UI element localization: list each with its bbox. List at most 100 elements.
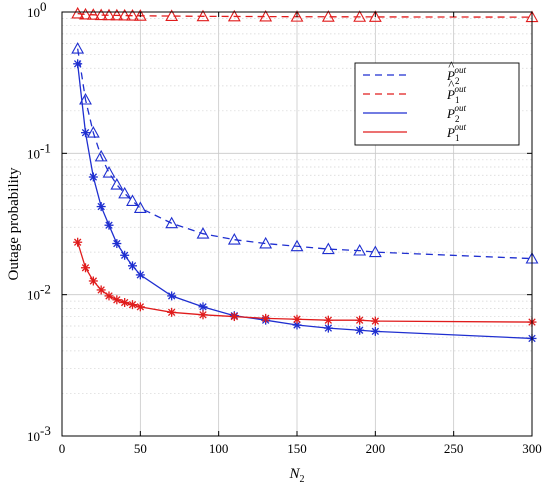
legend-label-main: P bbox=[446, 106, 455, 121]
triangle-marker bbox=[110, 178, 124, 190]
star-marker bbox=[81, 263, 90, 273]
triangle-marker bbox=[94, 149, 108, 162]
legend-label-sub: 1 bbox=[455, 95, 460, 105]
star-marker bbox=[128, 261, 137, 271]
star-marker bbox=[128, 300, 137, 310]
triangle-marker bbox=[79, 7, 92, 20]
series-line bbox=[77, 12, 533, 18]
star-marker bbox=[104, 220, 114, 230]
x-tick-label: 0 bbox=[59, 441, 66, 456]
legend-label: P2out bbox=[446, 103, 466, 124]
star-marker bbox=[96, 285, 106, 295]
star-marker bbox=[229, 312, 239, 322]
x-tick-label: 150 bbox=[287, 441, 307, 456]
triangle-marker bbox=[196, 227, 210, 239]
triangle-marker bbox=[368, 10, 382, 22]
legend-label-main: P bbox=[446, 68, 455, 83]
legend-box bbox=[354, 62, 520, 146]
legend-label: P2out bbox=[446, 65, 466, 86]
x-tick-label: 100 bbox=[209, 441, 229, 456]
y-tick-label: 10 bbox=[27, 5, 40, 20]
x-axis-label-main: N bbox=[288, 466, 300, 482]
series-line bbox=[77, 48, 533, 260]
y-tick-label-exponent: -2 bbox=[40, 282, 51, 297]
legend-label-sub: 2 bbox=[455, 76, 460, 86]
series-1 bbox=[71, 42, 539, 264]
star-marker bbox=[120, 298, 130, 308]
star-marker bbox=[323, 323, 333, 333]
triangle-marker bbox=[86, 8, 100, 20]
x-tick-label: 250 bbox=[444, 441, 464, 456]
triangle-marker bbox=[196, 9, 210, 22]
triangle-marker bbox=[86, 126, 100, 138]
star-marker bbox=[167, 307, 177, 317]
x-axis-label-sub: 2 bbox=[300, 474, 305, 485]
series-4 bbox=[73, 237, 537, 327]
triangle-marker bbox=[353, 10, 367, 22]
star-marker bbox=[355, 325, 365, 335]
triangle-marker bbox=[110, 8, 124, 21]
series-group bbox=[71, 6, 539, 343]
triangle-marker bbox=[133, 201, 147, 214]
legend-label-sup: out bbox=[454, 84, 466, 94]
y-axis-label: Outage probability bbox=[6, 167, 22, 280]
series-line bbox=[77, 63, 533, 340]
legend-label-main: P bbox=[446, 87, 455, 102]
triangle-marker bbox=[227, 233, 241, 245]
x-tick-label: 300 bbox=[522, 441, 542, 456]
legend-label-main: P bbox=[446, 125, 455, 140]
triangle-marker bbox=[94, 8, 108, 21]
star-marker bbox=[112, 295, 122, 305]
star-marker bbox=[96, 202, 106, 212]
y-tick-label: 10 bbox=[27, 146, 40, 161]
x-tick-label: 200 bbox=[366, 441, 386, 456]
legend-label-sub: 1 bbox=[455, 133, 460, 143]
star-marker bbox=[355, 315, 365, 325]
triangle-marker bbox=[102, 8, 116, 21]
legend-label: P1out bbox=[446, 122, 466, 143]
y-tick-label: 10 bbox=[27, 429, 40, 444]
legend-label: P1out bbox=[446, 84, 466, 105]
x-tick-label: 50 bbox=[134, 441, 147, 456]
legend-label-sup: out bbox=[454, 103, 466, 113]
triangle-marker bbox=[353, 243, 367, 256]
star-marker bbox=[135, 302, 145, 312]
y-tick-label-exponent: 0 bbox=[40, 0, 47, 14]
star-marker bbox=[261, 313, 271, 323]
star-marker bbox=[198, 302, 208, 312]
star-marker bbox=[88, 172, 98, 182]
triangle-marker bbox=[368, 245, 382, 258]
star-marker bbox=[112, 239, 122, 249]
star-marker bbox=[198, 310, 208, 320]
triangle-marker bbox=[133, 9, 147, 21]
legend-label-sub: 2 bbox=[455, 114, 460, 124]
star-marker bbox=[104, 291, 114, 301]
star-marker bbox=[370, 326, 380, 336]
star-marker bbox=[135, 270, 145, 280]
star-marker bbox=[73, 237, 83, 247]
star-marker bbox=[120, 250, 130, 260]
triangle-marker bbox=[165, 216, 179, 229]
triangle-marker bbox=[71, 6, 85, 19]
triangle-marker bbox=[259, 9, 273, 22]
star-marker bbox=[167, 291, 177, 301]
y-tick-label-exponent: -1 bbox=[40, 140, 51, 155]
legend-label-sup: out bbox=[454, 122, 466, 132]
triangle-marker bbox=[118, 186, 132, 199]
triangle-marker bbox=[321, 10, 335, 22]
triangle-marker bbox=[165, 9, 179, 22]
legend-hat: ^ bbox=[448, 77, 455, 92]
star-marker bbox=[292, 314, 302, 324]
triangle-marker bbox=[290, 239, 304, 252]
star-marker bbox=[73, 59, 83, 69]
star-marker bbox=[88, 276, 98, 286]
triangle-marker bbox=[259, 236, 273, 249]
star-marker bbox=[81, 128, 90, 138]
triangle-marker bbox=[126, 9, 139, 21]
triangle-marker bbox=[118, 8, 132, 21]
triangle-marker bbox=[290, 10, 304, 22]
star-marker bbox=[370, 316, 380, 326]
